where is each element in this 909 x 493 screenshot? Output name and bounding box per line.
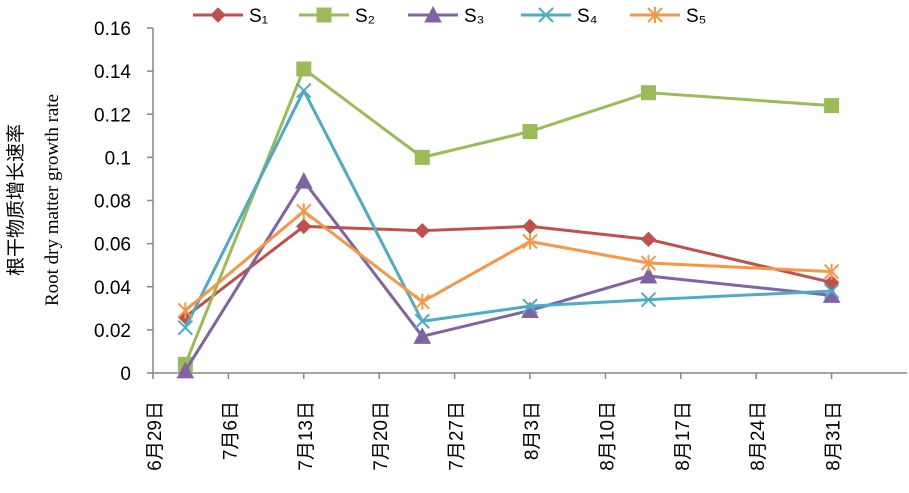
series-line-5	[184, 209, 832, 312]
series-line-1	[184, 224, 832, 319]
x-ticks: 6月29日 7月6日 7月13日 7月20日 7月27日 8月3日 8月10日 8月17日 8月…	[145, 373, 845, 471]
legend-label-3: S₃	[464, 6, 484, 27]
data-point-s2-5	[640, 85, 656, 101]
data-point-s2-3	[414, 149, 430, 165]
data-point-s5-6	[823, 263, 840, 280]
x-tick-label: 8月3日	[522, 401, 543, 460]
data-point-s1-5	[640, 231, 657, 248]
series-layer	[176, 61, 841, 379]
legend-label-1: S₁	[249, 6, 268, 27]
y-tick-label: 0.12	[94, 105, 131, 126]
y-tick-label: 0	[120, 364, 131, 385]
y-ticks: 0 0.02 0.04 0.06 0.08 0.1 0.12 0.14 0.16	[94, 19, 153, 385]
data-point-s5-5	[640, 255, 657, 272]
x-tick-label: 7月6日	[220, 401, 241, 460]
x-tick-label: 8月31日	[824, 401, 845, 471]
y-tick-label: 0.14	[94, 62, 131, 83]
legend-label-2: S₂	[355, 6, 375, 27]
data-point-s5-3	[414, 293, 430, 310]
data-point-s4-6	[823, 283, 840, 299]
y-tick-label: 0.06	[94, 235, 131, 256]
y-tick-label: 0.02	[94, 321, 131, 342]
data-point-s3-3	[413, 327, 432, 344]
x-tick-label: 7月20日	[371, 401, 392, 471]
legend: S₁ S₂ S₃ S₄ S₅	[193, 5, 706, 27]
series-line-3	[184, 179, 832, 372]
data-point-s4-3	[414, 313, 430, 329]
legend-label-5: S₅	[686, 6, 706, 27]
y-axis-label-cn: 根干物质增长速率	[5, 124, 27, 276]
data-point-s4-5	[640, 291, 657, 308]
series-line-2	[183, 67, 832, 365]
data-point-s1-2	[296, 218, 312, 235]
data-point-s4-4	[522, 298, 538, 314]
data-point-s2-6	[824, 98, 840, 114]
y-tick-label: 0.04	[94, 278, 131, 299]
data-point-s1-4	[522, 218, 538, 235]
legend-marker-4	[538, 7, 554, 23]
x-tick-label: 8月10日	[597, 401, 618, 471]
data-point-s5-2	[296, 203, 312, 220]
data-point-s2-2	[296, 61, 312, 77]
data-point-s5-4	[522, 233, 538, 250]
data-point-s5-1	[177, 302, 194, 319]
y-tick-label: 0.1	[105, 148, 131, 169]
legend-marker-2	[316, 7, 332, 23]
legend-label-4: S₄	[577, 6, 598, 27]
data-point-s3-5	[639, 266, 658, 284]
x-tick-label: 8月24日	[748, 401, 769, 471]
data-point-s2-4	[522, 124, 538, 139]
data-point-s3-2	[294, 172, 313, 189]
y-tick-label: 0.08	[94, 192, 131, 213]
series-line-4	[183, 89, 832, 329]
data-point-s3-1	[176, 361, 195, 379]
data-point-s1-3	[414, 222, 430, 239]
y-axis-label-en: Root dry matter growth rate	[42, 94, 63, 306]
x-tick-label: 7月27日	[447, 401, 468, 471]
x-tick-label: 7月13日	[296, 401, 317, 471]
legend-marker-1	[210, 7, 226, 23]
legend-marker-3	[424, 5, 442, 23]
x-tick-label: 8月17日	[673, 401, 694, 471]
y-tick-label: 0.16	[94, 19, 131, 40]
data-point-s4-1	[177, 320, 194, 336]
legend-marker-5	[647, 7, 663, 23]
data-point-s4-2	[296, 82, 312, 99]
x-tick-label: 6月29日	[145, 401, 166, 471]
